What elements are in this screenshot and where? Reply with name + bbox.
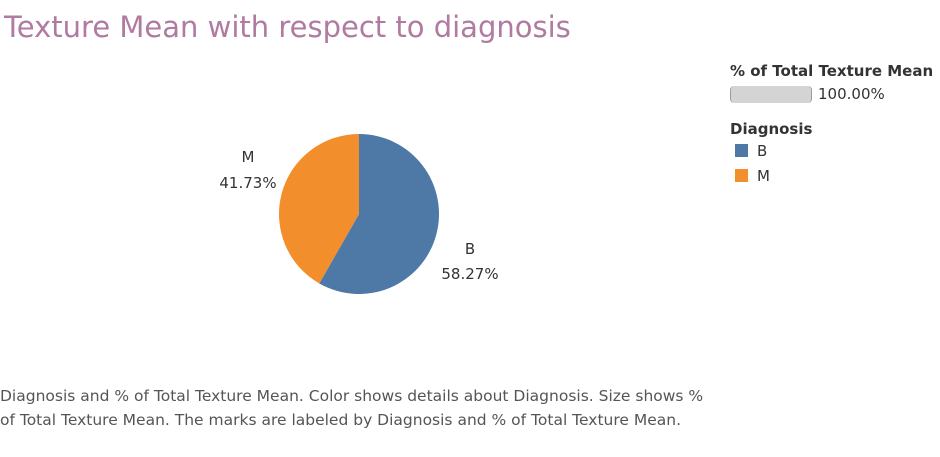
- size-legend-value: 100.00%: [818, 85, 885, 103]
- chart-caption: Diagnosis and % of Total Texture Mean. C…: [0, 387, 704, 429]
- size-legend-row: 100.00%: [730, 84, 938, 104]
- pie-chart: B 58.27% M 41.73%: [219, 134, 499, 294]
- pie-slice-m[interactable]: [279, 134, 359, 284]
- pie-chart-svg: B 58.27% M 41.73%: [219, 134, 499, 294]
- legend-swatch-b: [735, 144, 748, 157]
- legend-swatch-m: [735, 169, 748, 182]
- legend-item-m[interactable]: M: [730, 163, 938, 188]
- color-legend-title: Diagnosis: [730, 120, 813, 138]
- slice-label-b: B: [465, 240, 475, 258]
- pie-slice-b[interactable]: [319, 134, 439, 294]
- legend-item-b[interactable]: B: [730, 138, 938, 163]
- size-legend-title: % of Total Texture Mean: [730, 62, 934, 80]
- slice-value-m: 41.73%: [219, 174, 276, 192]
- legend-label-b: B: [757, 141, 768, 160]
- legend-label-m: M: [757, 166, 770, 185]
- chart-title: Texture Mean with respect to diagnosis: [4, 10, 571, 44]
- legend: % of Total Texture Mean 100.00% Diagnosi…: [730, 62, 938, 188]
- size-legend-bar: [730, 85, 812, 103]
- slice-label-m: M: [242, 148, 255, 166]
- slice-value-b: 58.27%: [441, 265, 498, 283]
